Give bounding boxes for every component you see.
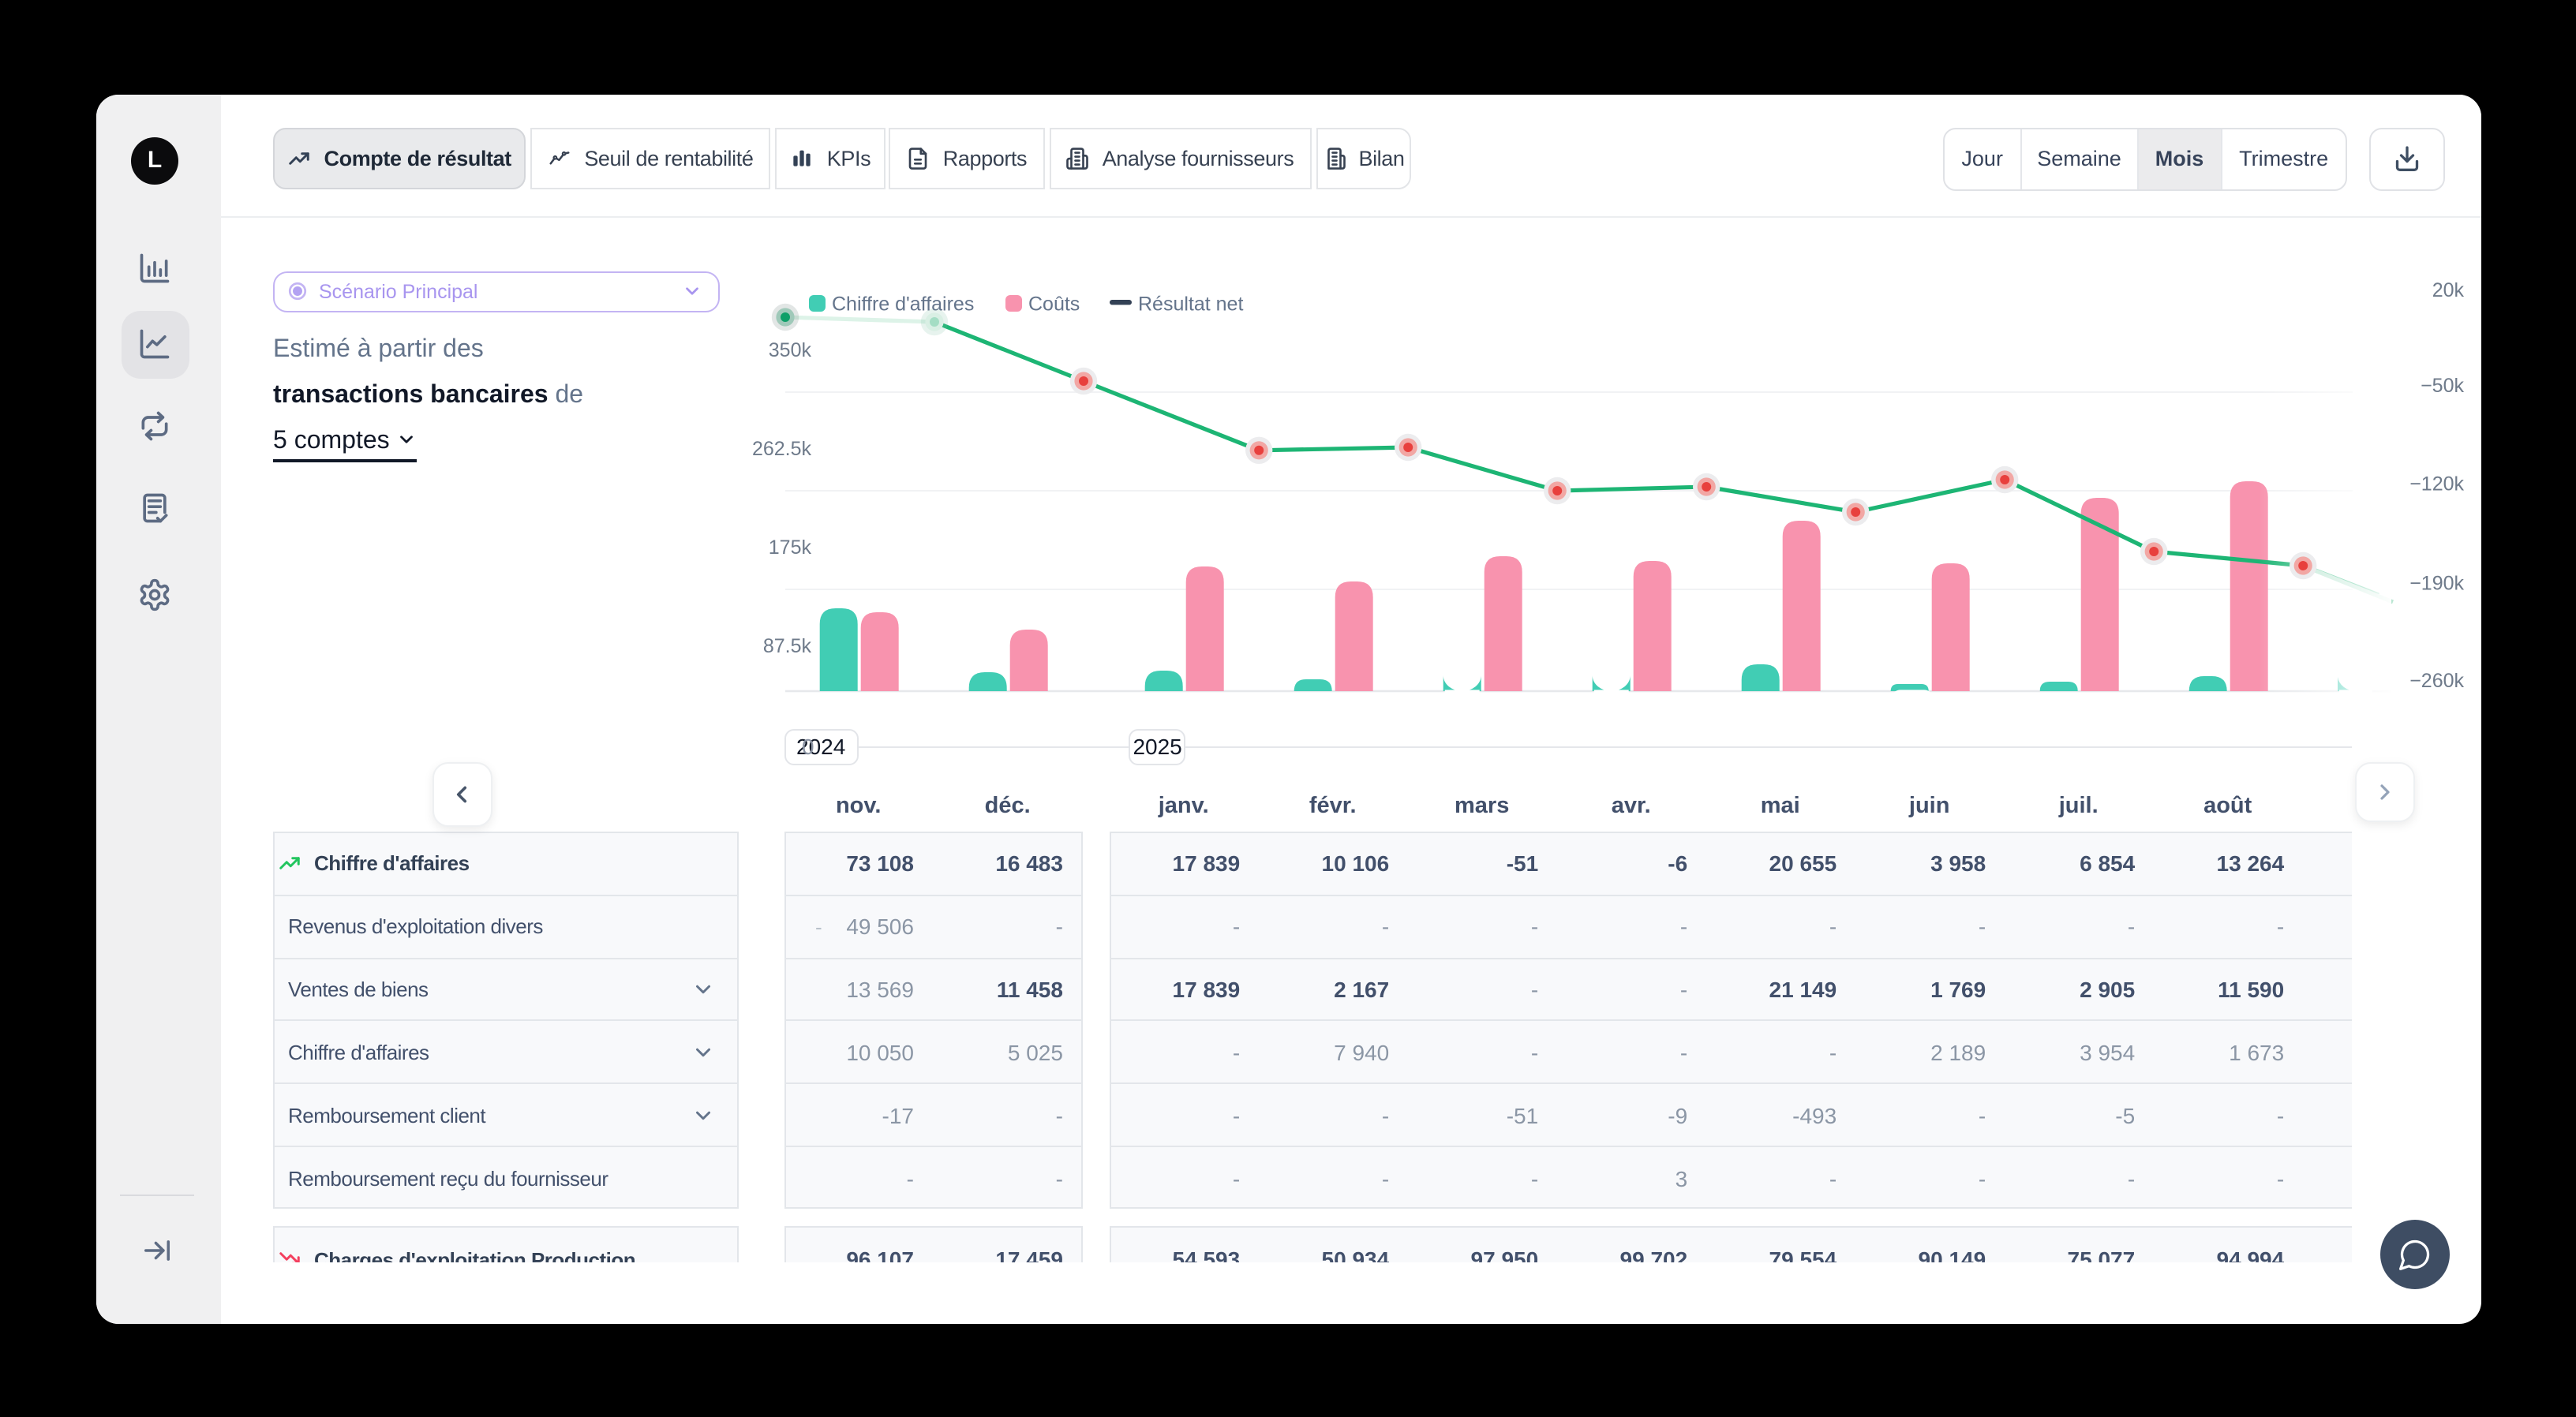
svg-text:350k: 350k	[768, 338, 811, 361]
svg-text:−260k: −260k	[2409, 669, 2463, 691]
svg-text:262.5k: 262.5k	[751, 437, 811, 459]
svg-text:−120k: −120k	[2409, 473, 2463, 495]
svg-text:−190k: −190k	[2409, 572, 2463, 594]
svg-text:−50k: −50k	[2420, 374, 2463, 396]
svg-text:87.5k: 87.5k	[762, 634, 811, 656]
svg-text:20k: 20k	[2432, 279, 2464, 301]
svg-text:Résultat net: Résultat net	[1137, 293, 1242, 315]
svg-text:175k: 175k	[768, 536, 811, 558]
svg-text:Chiffre d'affaires: Chiffre d'affaires	[831, 293, 973, 315]
svg-text:Coûts: Coûts	[1028, 293, 1079, 315]
